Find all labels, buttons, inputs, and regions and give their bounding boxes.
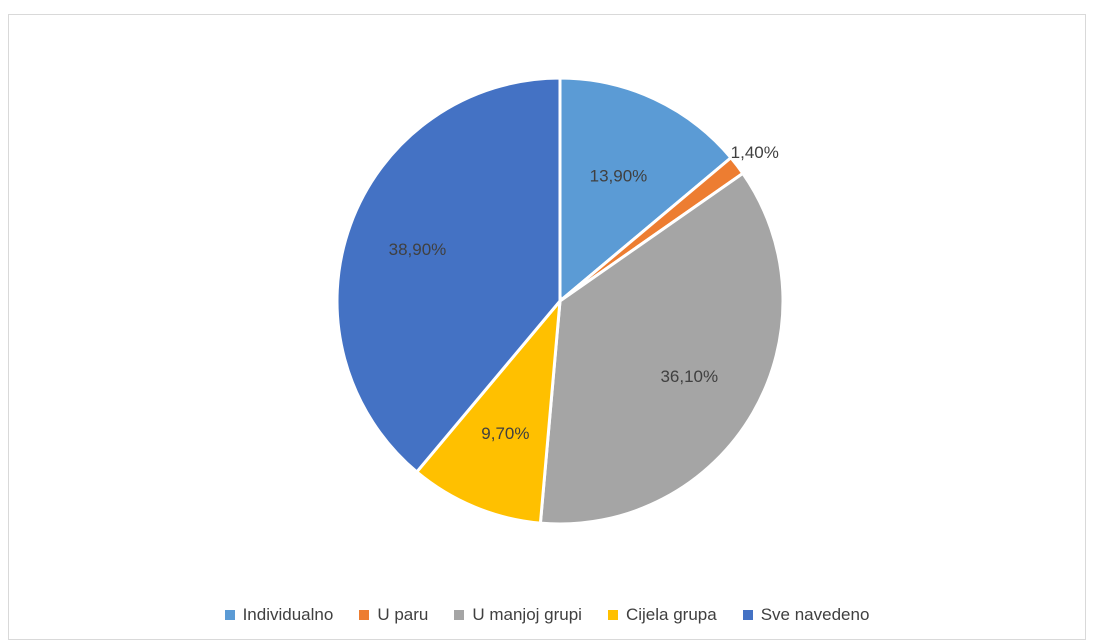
legend-item-sve-navedeno: Sve navedeno	[742, 605, 870, 625]
pie-slice-individualno	[558, 76, 734, 305]
legend-swatch	[454, 610, 465, 620]
data-label-u-manjoj-grupi: 36,10%	[660, 367, 718, 386]
legend-item-u-manjoj-grupi: U manjoj grupi	[454, 605, 582, 625]
legend-item-u-paru: U paru	[359, 605, 428, 625]
legend-swatch	[742, 610, 753, 620]
legend-label: U manjoj grupi	[472, 605, 582, 624]
pie-slice-cijela-grupa	[414, 296, 562, 525]
pie-slice-u-manjoj-grupi	[538, 171, 785, 526]
data-label-u-paru: 1,40%	[731, 143, 779, 162]
legend-swatch	[607, 610, 618, 620]
legend-label: Sve navedeno	[760, 605, 870, 624]
legend-label: U paru	[377, 605, 429, 624]
legend-label: Cijela grupa	[625, 605, 717, 624]
legend-item-individualno: Individualno	[224, 605, 334, 625]
legend-label: Individualno	[242, 605, 334, 624]
pie-slices	[335, 76, 785, 526]
data-label-individualno: 13,90%	[590, 167, 648, 186]
data-label-cijela-grupa: 9,70%	[481, 424, 529, 443]
pie-data-labels: 13,90% 1,40% 36,10% 9,70% 38,90%	[389, 143, 779, 443]
pie-slice-sve-navedeno	[335, 76, 562, 475]
legend-item-cijela-grupa: Cijela grupa	[607, 605, 717, 625]
data-label-sve-navedeno: 38,90%	[389, 240, 447, 259]
legend-swatch	[359, 610, 370, 620]
chart-area: 13,90% 1,40% 36,10% 9,70% 38,90% Individualn…	[8, 14, 1086, 640]
pie-chart: 13,90% 1,40% 36,10% 9,70% 38,90%	[335, 76, 785, 526]
legend-swatch	[224, 610, 235, 620]
legend: Individualno U paru U manjoj grupi Cijela g…	[9, 605, 1085, 625]
